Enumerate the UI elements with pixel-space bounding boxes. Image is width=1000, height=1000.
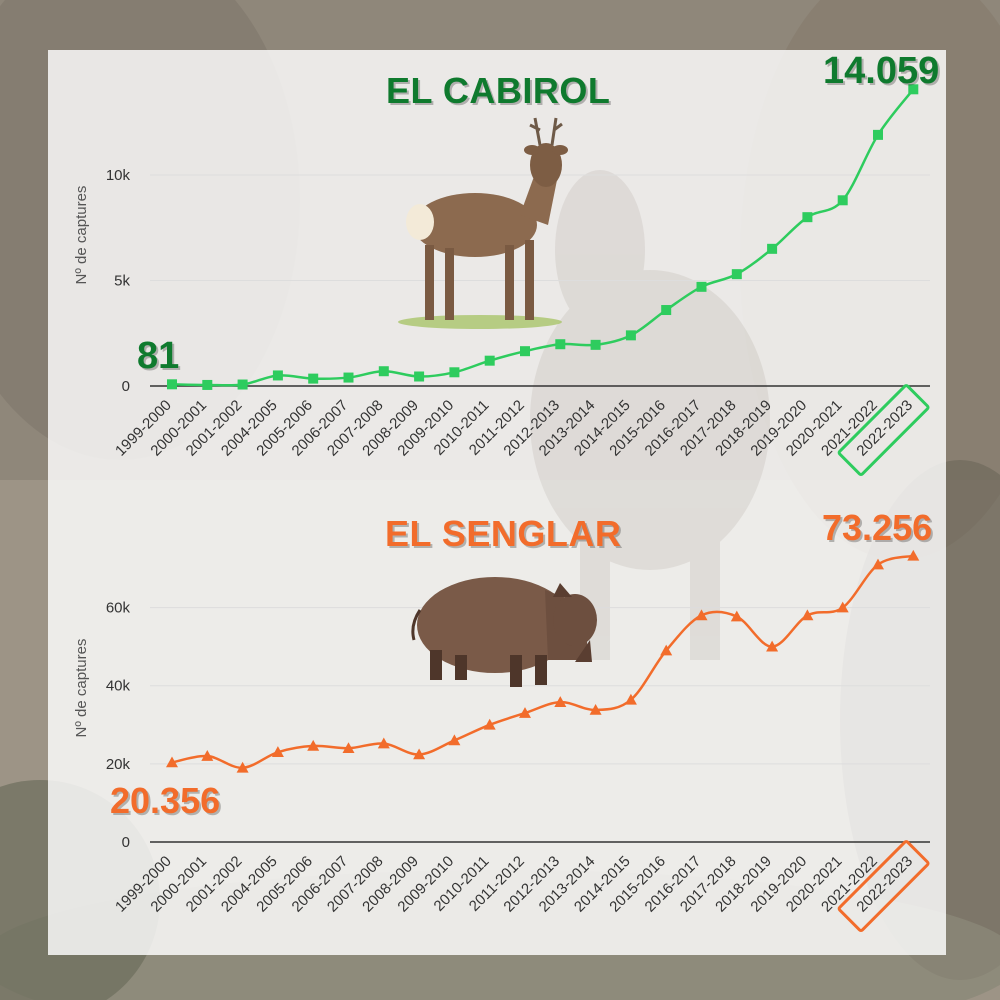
cabirol-point	[696, 281, 707, 292]
cabirol-point	[590, 339, 601, 350]
senglar-start-value: 20.356	[110, 780, 221, 821]
senglar-point	[483, 718, 496, 730]
cabirol-point	[767, 243, 778, 254]
senglar-series	[166, 549, 920, 773]
senglar-point	[519, 707, 531, 718]
senglar-point	[836, 601, 849, 613]
cabirol-y-ticks: 0 5k 10k	[106, 167, 131, 395]
senglar-point	[307, 739, 320, 751]
cabirol-point	[202, 379, 213, 390]
cabirol-point	[802, 212, 813, 223]
cabirol-point	[731, 269, 742, 280]
senglar-point	[695, 609, 708, 621]
senglar-y-ticks: 0 20k 40k 60k	[106, 600, 131, 851]
senglar-y-tick-label: 0	[122, 834, 130, 851]
senglar-point	[236, 761, 249, 773]
senglar-point	[730, 610, 743, 622]
senglar-highlight-box	[837, 840, 930, 932]
cabirol-highlight-box	[837, 384, 930, 476]
cabirol-point	[414, 371, 425, 382]
senglar-point	[201, 750, 214, 761]
cabirol-point	[378, 366, 389, 377]
senglar-point	[766, 640, 779, 652]
cabirol-line	[171, 88, 915, 387]
senglar-point	[907, 549, 920, 561]
cabirol-point	[520, 346, 530, 357]
cabirol-point	[272, 370, 283, 381]
senglar-point	[448, 734, 461, 746]
cabirol-point	[167, 379, 177, 390]
cabirol-point	[625, 330, 636, 341]
cabirol-point	[661, 305, 672, 316]
senglar-point	[589, 703, 602, 715]
wild-boar-illustration	[411, 577, 597, 687]
cabirol-point	[873, 129, 883, 140]
cabirol-start-value: 81	[137, 335, 180, 377]
senglar-point	[801, 609, 814, 621]
cabirol-y-axis-label: Nº de captures	[73, 186, 90, 285]
chart-cabirol: 0 5k 10k Nº de captures 1999-20002000-2001…	[73, 84, 930, 476]
senglar-y-axis-label: Nº de captures	[73, 639, 90, 738]
senglar-point	[413, 748, 426, 760]
chart-senglar: 0 20k 40k 60k Nº de captures 1999-20002000-…	[73, 549, 930, 932]
cabirol-point	[555, 339, 566, 350]
cabirol-point	[484, 355, 495, 366]
cabirol-point	[837, 195, 848, 206]
cabirol-y-tick-label: 10k	[106, 167, 131, 184]
senglar-point	[166, 756, 178, 768]
cabirol-point	[308, 373, 319, 384]
senglar-point	[872, 558, 884, 570]
senglar-line	[171, 554, 914, 770]
cabirol-title: EL CABIROL	[386, 70, 611, 111]
senglar-point	[377, 737, 390, 749]
senglar-point	[660, 644, 673, 656]
senglar-point	[554, 696, 567, 707]
senglar-y-tick-label: 60k	[106, 600, 131, 617]
senglar-title: EL SENGLAR	[385, 513, 622, 554]
senglar-y-tick-label: 40k	[106, 678, 131, 695]
senglar-end-value: 73.256	[822, 507, 933, 548]
cabirol-end-value: 14.059	[823, 50, 940, 92]
cabirol-y-tick-label: 5k	[114, 272, 130, 289]
roe-deer-illustration	[398, 117, 568, 329]
cabirol-y-tick-label: 0	[122, 378, 130, 395]
senglar-point	[624, 693, 637, 705]
cabirol-x-ticks: 1999-20002000-20012001-20022004-20052005…	[112, 384, 930, 476]
cabirol-point	[237, 379, 248, 390]
senglar-x-ticks: 1999-20002000-20012001-20022004-20052005…	[112, 840, 930, 932]
cabirol-point	[343, 372, 354, 383]
cabirol-series	[167, 84, 919, 390]
cabirol-point	[449, 367, 460, 378]
senglar-point	[342, 742, 355, 754]
cabirol-point	[908, 84, 919, 95]
senglar-point	[271, 746, 284, 757]
senglar-y-tick-label: 20k	[106, 756, 131, 773]
